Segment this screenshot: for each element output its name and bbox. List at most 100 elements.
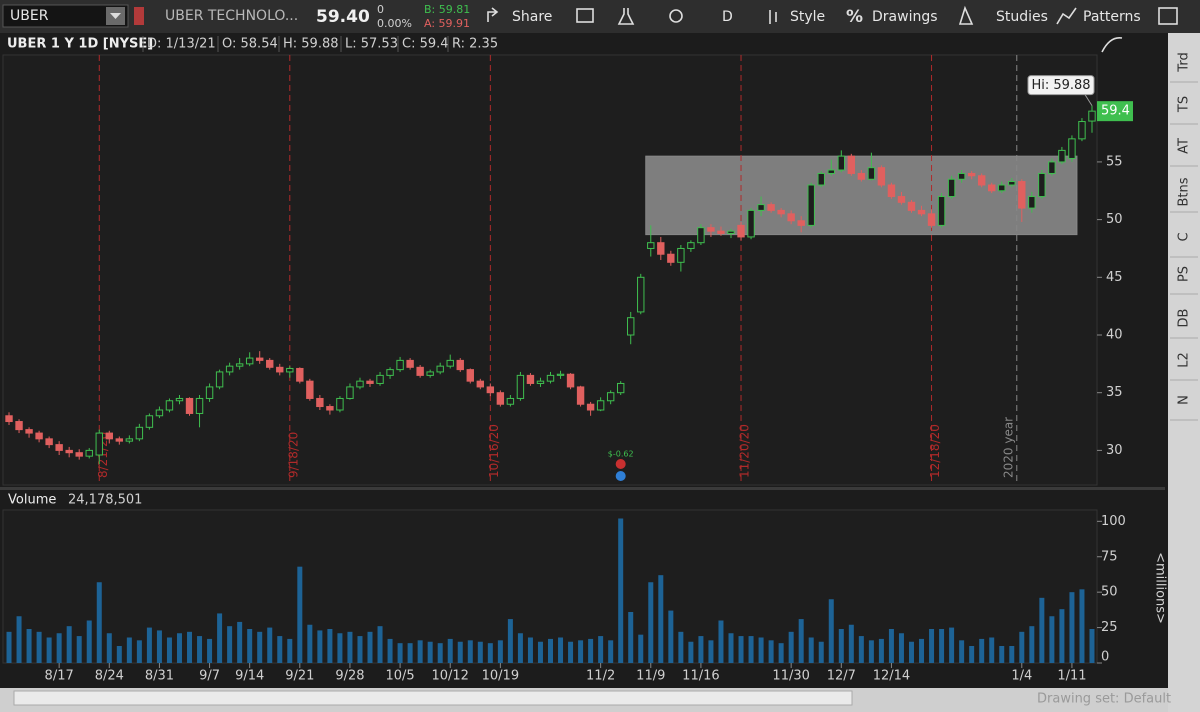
pane-divider <box>0 487 1165 490</box>
x-tick-label: 12/7 <box>827 669 856 684</box>
volume-bar <box>959 640 965 663</box>
toolbar-button[interactable]: D <box>722 9 733 25</box>
candle-body <box>75 452 83 457</box>
candle-body <box>155 409 164 417</box>
x-tick-label: 10/19 <box>482 669 519 684</box>
side-tab[interactable]: PS <box>1177 266 1192 282</box>
candle-body <box>596 400 605 411</box>
volume-bar <box>588 638 594 663</box>
volume-bar <box>387 638 393 663</box>
volume-bar <box>227 626 233 663</box>
y-tick-label: 35 <box>1106 385 1123 400</box>
candle-body <box>466 369 474 382</box>
volume-bar <box>688 641 694 663</box>
toolbar-button[interactable]: Studies <box>996 9 1048 25</box>
volume-bar <box>578 640 584 663</box>
volume-bar <box>919 638 925 663</box>
toolbar-button[interactable]: Drawings <box>872 9 938 25</box>
toolbar-button[interactable]: Style <box>790 9 825 25</box>
volume-bar <box>287 638 293 663</box>
candle-body <box>256 357 264 361</box>
volume-bar <box>217 613 223 663</box>
symbol-box[interactable] <box>2 4 129 28</box>
candle-body <box>386 369 394 376</box>
volume-bar <box>457 641 463 663</box>
autoscale-icon[interactable] <box>1101 36 1123 53</box>
candle-body <box>25 429 33 434</box>
share-icon[interactable] <box>487 7 499 22</box>
expiration-label: 12/18/20 <box>928 424 942 478</box>
flask-icon[interactable] <box>617 8 635 25</box>
symbol: UBER <box>10 8 49 24</box>
side-panel <box>1168 33 1200 712</box>
volume-bar <box>568 641 574 663</box>
patterns-icon[interactable] <box>1056 7 1077 25</box>
candle-body <box>887 184 896 198</box>
header-item: R: 2.35 <box>452 37 498 52</box>
volume-bar <box>407 643 413 663</box>
side-tab[interactable]: Trd <box>1177 52 1192 72</box>
side-tab[interactable]: N <box>1177 395 1192 405</box>
candle-body <box>396 359 404 371</box>
side-tab[interactable]: DB <box>1177 309 1192 328</box>
side-tab[interactable]: TS <box>1177 96 1192 113</box>
volume-bar <box>618 518 624 663</box>
x-tick-label: 8/31 <box>145 669 174 684</box>
side-tab[interactable]: C <box>1177 232 1192 241</box>
x-tick-label: 9/21 <box>285 669 314 684</box>
high-bubble <box>1027 75 1095 96</box>
volume-bar <box>427 641 433 663</box>
toolbar-button[interactable]: Patterns <box>1083 9 1141 25</box>
y-tick-label: 50 <box>1106 212 1123 227</box>
header-item: D: 1/13/21 <box>147 37 216 52</box>
candle-body <box>877 167 886 186</box>
volume-bar <box>608 640 614 663</box>
volume-bar <box>307 624 313 663</box>
candle-body <box>125 438 134 442</box>
dropdown-arrow <box>110 13 121 19</box>
volume-bar <box>277 636 283 663</box>
candle-body <box>857 172 866 180</box>
x-tick-label: 9/14 <box>235 669 264 684</box>
candle-body <box>717 230 725 234</box>
side-tab[interactable]: L2 <box>1177 352 1192 368</box>
x-tick-label: 1/4 <box>1011 669 1032 684</box>
flag-icon[interactable] <box>576 8 594 23</box>
candle-body <box>436 365 444 373</box>
volume-bar <box>16 616 22 663</box>
candle-body <box>707 227 715 232</box>
volume-bar <box>126 637 132 663</box>
candle-body <box>356 380 364 388</box>
volume-bar <box>327 629 333 663</box>
candle-body <box>787 213 795 222</box>
studies-icon[interactable] <box>958 5 974 25</box>
volume-bar <box>197 636 203 663</box>
volume-bar <box>628 612 634 663</box>
scrollbar[interactable] <box>13 690 853 706</box>
volume-bar <box>808 637 814 663</box>
candle-body <box>1028 196 1036 209</box>
volume-bar <box>708 640 714 663</box>
candle-body <box>757 204 765 211</box>
volume-bar <box>838 629 844 663</box>
candle-body <box>677 247 685 263</box>
volume-bar <box>146 627 152 663</box>
side-tab[interactable]: AT <box>1177 138 1192 154</box>
volume-bar <box>1069 592 1075 663</box>
volume-bar <box>979 638 985 663</box>
candle-body <box>847 155 856 174</box>
link-icon[interactable] <box>134 7 144 25</box>
toolbar-button[interactable]: Share <box>512 9 552 25</box>
side-tab[interactable]: Btns <box>1177 177 1192 206</box>
gear-icon[interactable] <box>669 9 683 23</box>
candle-body <box>95 432 103 456</box>
volume-bar <box>598 636 604 663</box>
candle-body <box>797 220 805 226</box>
volume-bar <box>999 646 1005 663</box>
window-icon[interactable] <box>1158 7 1178 25</box>
y-tick-label: 30 <box>1106 443 1123 458</box>
volume-bar <box>66 626 72 663</box>
volume-bar <box>558 637 564 663</box>
style-icon[interactable] <box>769 10 777 24</box>
price-pane <box>2 54 1098 486</box>
